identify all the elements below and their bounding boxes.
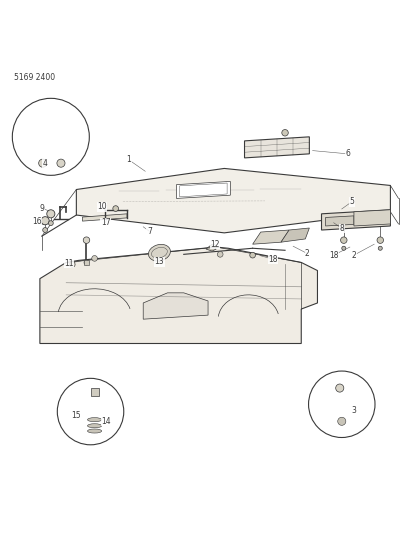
Circle shape [336, 384, 344, 392]
Polygon shape [206, 244, 216, 251]
Text: 1: 1 [126, 156, 131, 164]
Polygon shape [143, 293, 208, 319]
Circle shape [43, 228, 48, 232]
Polygon shape [82, 214, 127, 221]
Text: 8: 8 [339, 224, 344, 233]
Ellipse shape [87, 424, 102, 428]
Polygon shape [326, 402, 360, 416]
Circle shape [338, 417, 346, 425]
Text: 18: 18 [268, 255, 277, 264]
Circle shape [84, 260, 89, 265]
Circle shape [282, 130, 288, 136]
Circle shape [92, 255, 98, 261]
Circle shape [69, 262, 75, 268]
Circle shape [49, 221, 53, 225]
Text: 2: 2 [305, 249, 310, 258]
Circle shape [250, 252, 255, 258]
Polygon shape [40, 247, 317, 343]
Circle shape [12, 98, 89, 175]
Text: 5169 2400: 5169 2400 [13, 73, 55, 82]
Circle shape [113, 206, 118, 212]
Text: 12: 12 [210, 240, 220, 249]
FancyBboxPatch shape [91, 387, 99, 396]
Text: 16: 16 [32, 217, 42, 227]
Polygon shape [176, 181, 231, 198]
Ellipse shape [87, 429, 102, 433]
Text: 9: 9 [40, 204, 44, 213]
Circle shape [39, 159, 47, 167]
Circle shape [217, 252, 223, 257]
Text: 15: 15 [71, 411, 80, 419]
Circle shape [342, 246, 346, 251]
Polygon shape [326, 216, 354, 226]
Ellipse shape [149, 244, 171, 261]
Text: 5: 5 [350, 197, 354, 206]
Polygon shape [281, 228, 309, 242]
Circle shape [377, 237, 384, 244]
Text: 11: 11 [64, 259, 74, 268]
Circle shape [83, 237, 90, 244]
Text: 10: 10 [97, 203, 107, 212]
Text: 6: 6 [346, 149, 350, 158]
Text: 7: 7 [147, 227, 152, 236]
Circle shape [57, 159, 65, 167]
Ellipse shape [87, 418, 102, 422]
Circle shape [47, 210, 55, 218]
Polygon shape [322, 210, 390, 230]
Circle shape [308, 371, 375, 438]
Text: 3: 3 [352, 406, 356, 415]
Text: 4: 4 [43, 159, 48, 168]
Text: 13: 13 [155, 257, 164, 266]
Circle shape [341, 237, 347, 244]
Polygon shape [354, 210, 390, 226]
FancyBboxPatch shape [84, 260, 89, 265]
Circle shape [378, 246, 382, 251]
Text: 18: 18 [329, 251, 338, 260]
Polygon shape [76, 168, 390, 233]
Text: 14: 14 [101, 417, 111, 426]
Text: 17: 17 [101, 218, 110, 227]
Polygon shape [253, 230, 289, 244]
Polygon shape [244, 137, 309, 158]
Circle shape [41, 216, 49, 225]
Text: 2: 2 [352, 251, 356, 260]
Circle shape [57, 378, 124, 445]
